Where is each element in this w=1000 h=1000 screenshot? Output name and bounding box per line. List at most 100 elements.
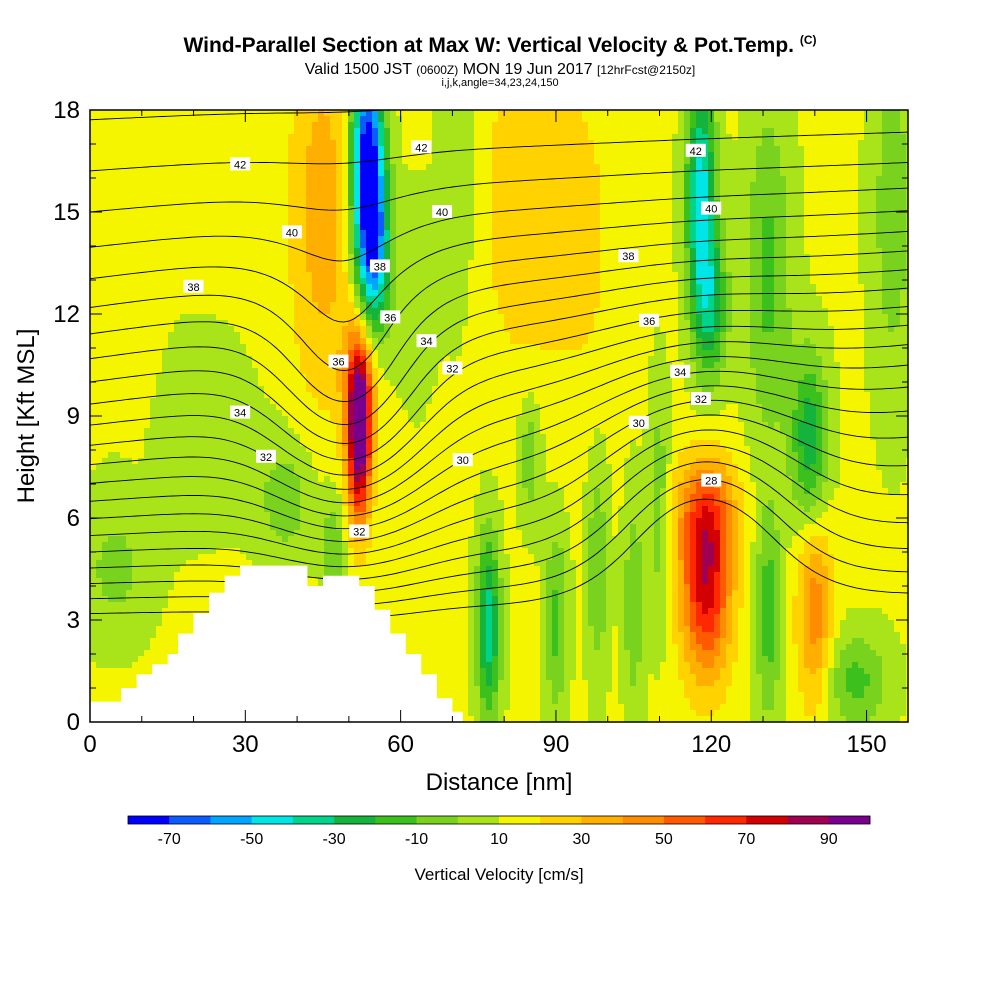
velocity-cell <box>528 134 535 141</box>
velocity-cell <box>144 272 151 279</box>
velocity-cell <box>582 290 589 297</box>
velocity-cell <box>648 290 655 297</box>
velocity-cell <box>462 236 469 243</box>
velocity-cell <box>738 218 745 225</box>
velocity-cell <box>132 302 139 309</box>
velocity-cell <box>906 230 908 237</box>
velocity-cell <box>276 152 283 159</box>
velocity-cell <box>360 326 367 333</box>
velocity-cell <box>570 290 577 297</box>
velocity-cell <box>174 296 181 303</box>
velocity-cell <box>228 146 235 153</box>
velocity-cell <box>150 188 157 195</box>
velocity-cell <box>846 110 853 117</box>
velocity-cell <box>156 122 163 129</box>
velocity-cell <box>558 284 565 291</box>
velocity-cell <box>672 236 679 243</box>
velocity-cell <box>690 140 697 147</box>
velocity-cell <box>690 188 697 195</box>
velocity-cell <box>462 164 469 171</box>
velocity-cell <box>690 272 697 279</box>
velocity-cell <box>354 266 361 273</box>
velocity-cell <box>726 170 733 177</box>
velocity-cell <box>96 182 103 189</box>
velocity-cell <box>882 260 889 267</box>
velocity-cell <box>780 134 787 141</box>
velocity-cell <box>708 254 715 261</box>
velocity-cell <box>162 140 169 147</box>
velocity-cell <box>198 224 205 231</box>
velocity-cell <box>348 236 355 243</box>
velocity-cell <box>444 134 451 141</box>
velocity-cell <box>780 236 787 243</box>
velocity-cell <box>204 140 211 147</box>
velocity-cell <box>552 164 559 171</box>
velocity-cell <box>888 302 895 309</box>
velocity-cell <box>636 134 643 141</box>
velocity-cell <box>534 158 541 165</box>
velocity-cell <box>360 152 367 159</box>
velocity-cell <box>462 260 469 267</box>
velocity-cell <box>564 128 571 135</box>
velocity-cell <box>420 242 427 249</box>
velocity-cell <box>696 182 703 189</box>
velocity-cell <box>516 314 523 321</box>
velocity-cell <box>798 176 805 183</box>
velocity-cell <box>780 170 787 177</box>
velocity-cell <box>426 134 433 141</box>
velocity-cell <box>906 140 908 147</box>
velocity-cell <box>660 206 667 213</box>
velocity-cell <box>660 224 667 231</box>
velocity-cell <box>438 182 445 189</box>
velocity-cell <box>426 110 433 117</box>
velocity-cell <box>216 320 223 327</box>
velocity-cell <box>102 146 109 153</box>
velocity-cell <box>336 314 343 321</box>
velocity-cell <box>774 266 781 273</box>
velocity-cell <box>480 290 487 297</box>
velocity-cell <box>408 188 415 195</box>
velocity-cell <box>510 224 517 231</box>
velocity-cell <box>732 248 739 255</box>
velocity-cell <box>162 302 169 309</box>
velocity-cell <box>372 320 379 327</box>
velocity-cell <box>216 326 223 333</box>
velocity-cell <box>570 230 577 237</box>
velocity-cell <box>222 278 229 285</box>
velocity-cell <box>828 314 835 321</box>
velocity-cell <box>666 152 673 159</box>
velocity-cell <box>288 128 295 135</box>
velocity-cell <box>732 134 739 141</box>
velocity-cell <box>504 176 511 183</box>
velocity-cell <box>792 236 799 243</box>
velocity-cell <box>474 116 481 123</box>
velocity-cell <box>324 296 331 303</box>
velocity-cell <box>132 314 139 321</box>
velocity-cell <box>636 284 643 291</box>
velocity-cell <box>414 272 421 279</box>
velocity-cell <box>660 110 667 117</box>
velocity-cell <box>786 146 793 153</box>
velocity-cell <box>408 182 415 189</box>
velocity-cell <box>720 248 727 255</box>
velocity-cell <box>510 230 517 237</box>
velocity-cell <box>900 266 907 273</box>
velocity-cell <box>204 110 211 117</box>
velocity-cell <box>906 158 908 165</box>
velocity-cell <box>258 140 265 147</box>
velocity-cell <box>180 128 187 135</box>
velocity-cell <box>558 314 565 321</box>
velocity-cell <box>696 266 703 273</box>
velocity-cell <box>828 182 835 189</box>
velocity-cell <box>744 266 751 273</box>
velocity-cell <box>492 176 499 183</box>
velocity-cell <box>426 128 433 135</box>
velocity-cell <box>852 236 859 243</box>
velocity-cell <box>300 326 307 333</box>
velocity-cell <box>102 170 109 177</box>
velocity-cell <box>528 224 535 231</box>
velocity-cell <box>894 302 901 309</box>
velocity-cell <box>468 236 475 243</box>
velocity-cell <box>180 248 187 255</box>
velocity-cell <box>276 206 283 213</box>
